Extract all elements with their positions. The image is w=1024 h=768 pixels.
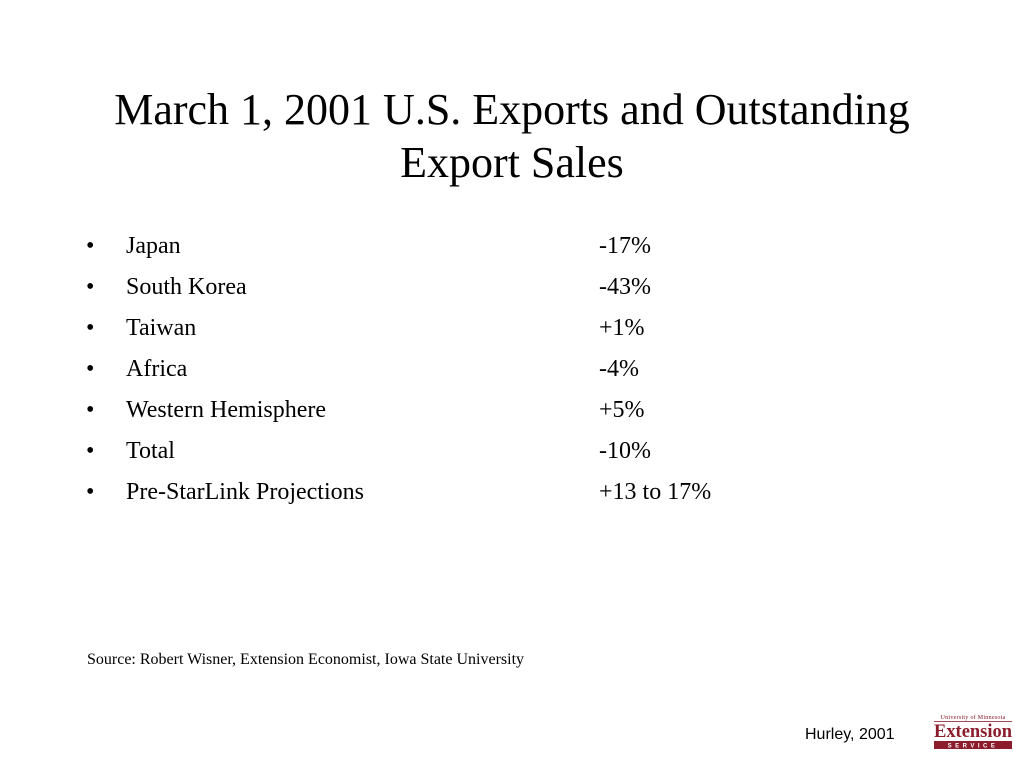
bullet-label: Pre-StarLink Projections <box>126 479 364 505</box>
logo-university-text: University of Minnesota <box>940 714 1005 721</box>
bullet-label: Taiwan <box>126 315 197 341</box>
bullet-label: Japan <box>126 233 181 259</box>
bullet-dot: • <box>86 233 95 259</box>
logo-rule-top <box>934 721 1012 722</box>
bullet-dot: • <box>86 315 95 341</box>
slide-credit: Hurley, 2001 <box>805 726 895 743</box>
bullet-value: -17% <box>599 233 651 259</box>
bullet-value: -43% <box>599 274 651 300</box>
bullet-label: Total <box>126 438 175 464</box>
logo-service-bar <box>934 741 1012 749</box>
bullet-value: +1% <box>599 315 645 341</box>
logo-service-text: SERVICE <box>948 744 999 750</box>
slide-title: March 1, 2001 U.S. Exports and Outstandi… <box>114 85 910 187</box>
bullet-label: South Korea <box>126 274 247 300</box>
bullet-value: +5% <box>599 397 645 423</box>
logo-extension-text: Extension <box>934 721 1012 742</box>
bullet-label: Western Hemisphere <box>126 397 326 423</box>
bullet-dot: • <box>86 479 95 505</box>
bullet-dot: • <box>86 438 95 464</box>
extension-logo: University of Minnesota Extension SERVIC… <box>934 714 1012 750</box>
bullet-value: -10% <box>599 438 651 464</box>
source-note: Source: Robert Wisner, Extension Economi… <box>87 651 525 668</box>
bullet-dot: • <box>86 397 95 423</box>
bullet-dot: • <box>86 356 95 382</box>
bullet-value: +13 to 17% <box>599 479 712 505</box>
bullet-dot: • <box>86 274 95 300</box>
bullet-value: -4% <box>599 356 639 382</box>
bullet-label: Africa <box>126 356 188 382</box>
